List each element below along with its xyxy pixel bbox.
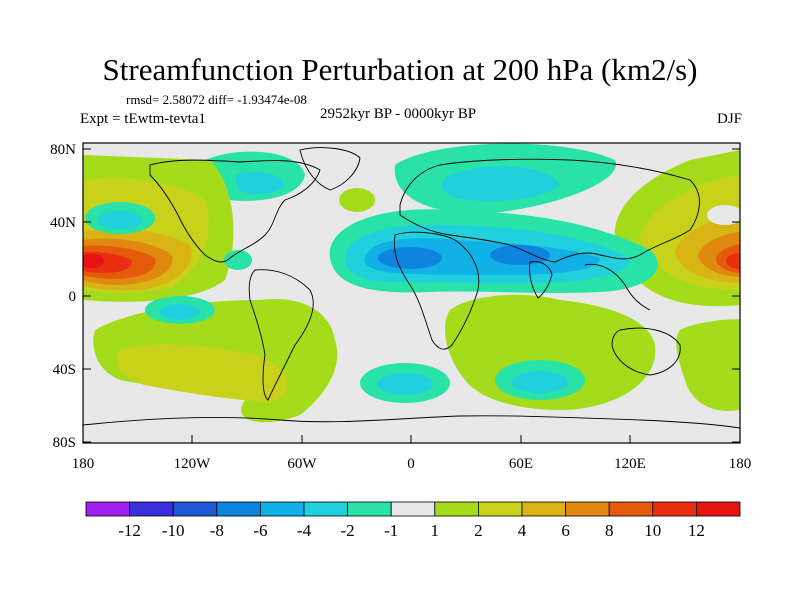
colorbar-label-4: -4: [297, 521, 312, 540]
colorbar-label-3: -6: [253, 521, 267, 540]
lat-labels: 80N 40N 0 40S 80S: [50, 142, 76, 451]
lat-label-40n: 40N: [50, 215, 76, 231]
lon-label-60e: 60E: [509, 456, 533, 472]
colorbar-label-6: -1: [384, 521, 398, 540]
colorbar-box-2: [172, 501, 218, 517]
coastline-southeast-asia: [584, 263, 651, 311]
axis-ticks: [82, 148, 741, 443]
coastline-india: [529, 261, 553, 299]
lon-label-120w: 120W: [174, 456, 212, 472]
lon-label-0: 0: [407, 456, 415, 472]
colorbar-label-7: 1: [431, 521, 440, 540]
colorbar-label-0: -12: [118, 521, 141, 540]
coastline-greenland: [299, 147, 361, 191]
colorbar-box-9: [477, 501, 523, 517]
contour-left-positive-peak: [83, 254, 104, 268]
stats-line: rmsd= 2.58072 diff= -1.93474e-08: [126, 92, 307, 107]
lat-label-40s: 40S: [53, 362, 76, 378]
contour-right-positive-peak: [726, 253, 740, 269]
contour-pacific-negative-core: [98, 211, 142, 229]
contour-australia-negative-core: [512, 371, 568, 393]
colorbar-label-8: 2: [474, 521, 483, 540]
colorbar: [85, 501, 741, 517]
colorbar-box-8: [434, 501, 479, 517]
colorbar-label-13: 12: [688, 521, 705, 540]
contour-south-positive-inner: [117, 344, 288, 402]
map-title: Streamfunction Perturbation at 200 hPa (…: [102, 52, 698, 87]
coastlines: [83, 147, 740, 429]
colorbar-box-1: [129, 501, 174, 517]
contour-caribbean-negative: [224, 250, 252, 270]
contour-south-atlantic-negative-core: [377, 373, 433, 395]
colorbar-label-5: -2: [341, 521, 355, 540]
colorbar-box-4: [259, 501, 305, 517]
season-label: DJF: [716, 111, 742, 127]
colorbar-label-11: 8: [605, 521, 614, 540]
contour-atlantic-positive: [339, 188, 375, 212]
colorbar-box-3: [216, 501, 261, 517]
contour-right-neutral-hole: [707, 205, 740, 225]
colorbar-box-14: [696, 501, 741, 517]
colorbar-box-11: [565, 501, 610, 517]
colorbar-box-5: [303, 501, 348, 517]
contour-field: [83, 143, 740, 443]
contour-se-pacific-negative-core: [160, 304, 200, 320]
lon-label-180e: 180: [729, 456, 752, 472]
colorbar-label-1: -10: [162, 521, 185, 540]
colorbar-box-0: [85, 501, 130, 517]
coastline-antarctica: [83, 415, 740, 429]
contour-asia-negative-peak: [490, 245, 550, 265]
coastline-australia: [611, 327, 681, 376]
colorbar-label-12: 10: [644, 521, 661, 540]
lat-label-80s: 80S: [53, 435, 76, 451]
lon-label-60w: 60W: [287, 456, 317, 472]
contour-sw-pacific-positive: [676, 319, 740, 411]
colorbar-labels: -12 -10 -8 -6 -4 -2 -1 1 2 4 6 8 10 12: [118, 521, 705, 540]
colorbar-box-13: [652, 501, 697, 517]
coastline-africa: [393, 231, 480, 350]
lat-label-80n: 80N: [50, 142, 76, 158]
colorbar-label-10: 6: [561, 521, 570, 540]
lon-labels: 180 120W 60W 0 60E 120E 180: [72, 456, 752, 472]
contour-africa-negative-peak: [378, 247, 442, 269]
experiment-label: Expt = tEwtm-tevta1: [80, 111, 206, 127]
colorbar-box-7: [390, 501, 436, 517]
coastline-north-america: [149, 159, 321, 263]
colorbar-label-2: -8: [210, 521, 224, 540]
coastline-europe-asia: [399, 158, 700, 263]
contour-north-negative-core: [442, 166, 560, 202]
contour-north-america-core: [235, 171, 285, 195]
lon-label-180w: 180: [72, 456, 95, 472]
colorbar-label-9: 4: [518, 521, 527, 540]
colorbar-box-12: [608, 501, 654, 517]
coastline-south-america: [248, 269, 314, 401]
lon-label-120e: 120E: [614, 456, 646, 472]
colorbar-box-6: [347, 501, 392, 517]
lat-label-0: 0: [69, 289, 77, 305]
period-label: 2952kyr BP - 0000kyr BP: [320, 106, 477, 122]
colorbar-box-10: [521, 501, 566, 517]
